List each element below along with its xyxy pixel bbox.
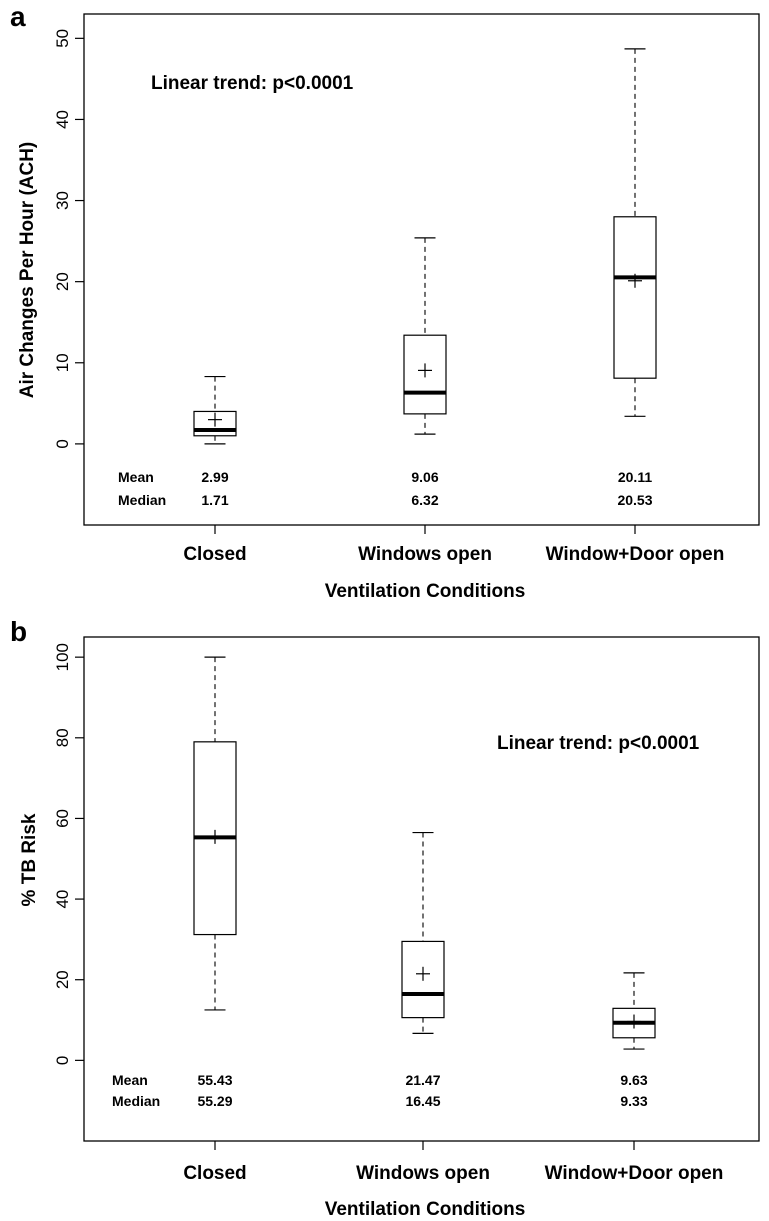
- panel-letter-a: a: [10, 1, 26, 32]
- y-tick-label: 50: [53, 29, 72, 48]
- trend-annotation-b: Linear trend: p<0.0001: [497, 733, 700, 754]
- box-iqr: [613, 216, 657, 379]
- x-category-label: Windows open: [356, 1163, 490, 1184]
- mean-value: 9.06: [411, 469, 438, 485]
- y-tick-label: 100: [53, 643, 72, 671]
- median-label-b: Median: [112, 1093, 160, 1109]
- panel-a: a Linear trend: p<0.0001 Mean Median Ven…: [10, 1, 760, 602]
- trend-annotation-a: Linear trend: p<0.0001: [151, 73, 354, 94]
- median-value: 55.29: [197, 1093, 232, 1109]
- x-axis-title-a: Ventilation Conditions: [325, 581, 526, 602]
- median-value: 9.33: [620, 1093, 647, 1109]
- box-iqr: [401, 940, 445, 1019]
- y-tick-label: 10: [53, 353, 72, 372]
- panel-b: b Linear trend: p<0.0001 Mean Median Ven…: [10, 616, 760, 1220]
- mean-value: 2.99: [201, 469, 228, 485]
- mean-value: 20.11: [618, 469, 652, 485]
- plot-frame-a: [83, 13, 760, 526]
- plot-frame-b: [83, 636, 760, 1142]
- y-axis-title-b: % TB Risk: [19, 813, 40, 906]
- y-tick-label: 40: [53, 110, 72, 129]
- x-category-label: Closed: [183, 544, 246, 565]
- x-category-label: Windows open: [358, 544, 492, 565]
- y-tick-label: 30: [53, 191, 72, 210]
- x-category-label: Window+Door open: [546, 544, 725, 565]
- y-tick-label: 40: [53, 890, 72, 909]
- y-tick-label: 0: [53, 439, 72, 448]
- median-value: 16.45: [405, 1093, 440, 1109]
- y-tick-label: 20: [53, 970, 72, 989]
- y-tick-label: 0: [53, 1056, 72, 1065]
- chart-marks-a: 0 10 20 30 40 50 2.99 1.71 Closed 9.06 6.32 Windows…: [53, 29, 724, 565]
- y-tick-label: 60: [53, 809, 72, 828]
- x-category-label: Window+Door open: [545, 1163, 724, 1184]
- x-category-label: Closed: [183, 1163, 246, 1184]
- mean-label-b: Mean: [112, 1072, 148, 1088]
- mean-label-a: Mean: [118, 469, 154, 485]
- chart-marks-b: 0 20 40 60 80 100 55.43 55.29 Closed 21.47 16.45 Wi…: [53, 643, 723, 1184]
- mean-value: 21.47: [405, 1072, 440, 1088]
- y-axis-title-a: Air Changes Per Hour (ACH): [17, 142, 38, 399]
- median-value: 1.71: [201, 492, 228, 508]
- panel-letter-b: b: [10, 616, 27, 647]
- y-tick-label: 80: [53, 728, 72, 747]
- y-tick-label: 20: [53, 272, 72, 291]
- median-label-a: Median: [118, 492, 166, 508]
- median-value: 20.53: [617, 492, 652, 508]
- x-axis-title-b: Ventilation Conditions: [325, 1199, 526, 1220]
- median-value: 6.32: [411, 492, 438, 508]
- mean-value: 55.43: [197, 1072, 232, 1088]
- mean-value: 9.63: [620, 1072, 647, 1088]
